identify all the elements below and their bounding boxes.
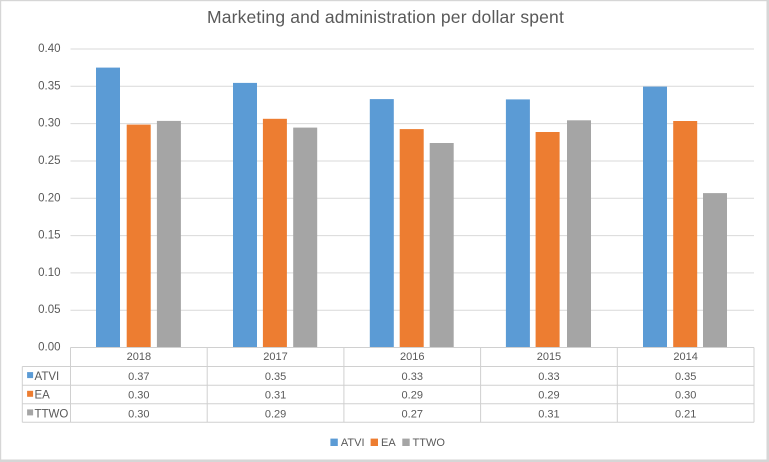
svg-text:0.15: 0.15 (38, 230, 60, 242)
svg-text:0.35: 0.35 (675, 371, 696, 383)
svg-text:ATVI: ATVI (35, 371, 60, 383)
svg-text:0.27: 0.27 (402, 408, 423, 420)
svg-text:Marketing and administration p: Marketing and administration per dollar … (207, 7, 564, 27)
svg-text:0.30: 0.30 (38, 118, 60, 130)
svg-text:0.29: 0.29 (538, 390, 559, 402)
svg-text:0.31: 0.31 (265, 390, 286, 402)
svg-text:0.20: 0.20 (38, 192, 60, 204)
svg-text:2016: 2016 (400, 351, 424, 363)
svg-text:0.21: 0.21 (675, 408, 696, 420)
svg-text:0.29: 0.29 (265, 408, 286, 420)
svg-text:0.33: 0.33 (402, 371, 423, 383)
svg-text:EA: EA (381, 437, 396, 449)
svg-text:0.35: 0.35 (38, 80, 60, 92)
svg-text:0.30: 0.30 (128, 390, 149, 402)
svg-text:0.31: 0.31 (538, 408, 559, 420)
svg-text:0.29: 0.29 (402, 390, 423, 402)
svg-text:0.00: 0.00 (38, 342, 60, 354)
svg-text:0.37: 0.37 (128, 371, 149, 383)
svg-text:0.35: 0.35 (265, 371, 286, 383)
svg-text:0.33: 0.33 (538, 371, 559, 383)
svg-text:EA: EA (35, 390, 51, 402)
svg-text:0.25: 0.25 (38, 155, 60, 167)
svg-text:0.05: 0.05 (38, 304, 60, 316)
svg-text:0.10: 0.10 (38, 267, 60, 279)
svg-text:0.30: 0.30 (128, 408, 149, 420)
svg-text:2015: 2015 (537, 351, 561, 363)
svg-text:2018: 2018 (127, 351, 151, 363)
svg-text:ATVI: ATVI (341, 437, 365, 449)
svg-text:0.30: 0.30 (675, 390, 696, 402)
svg-text:2017: 2017 (263, 351, 287, 363)
svg-text:TTWO: TTWO (35, 408, 69, 420)
svg-text:2014: 2014 (673, 351, 697, 363)
svg-text:TTWO: TTWO (413, 437, 446, 449)
svg-text:0.40: 0.40 (38, 43, 60, 55)
